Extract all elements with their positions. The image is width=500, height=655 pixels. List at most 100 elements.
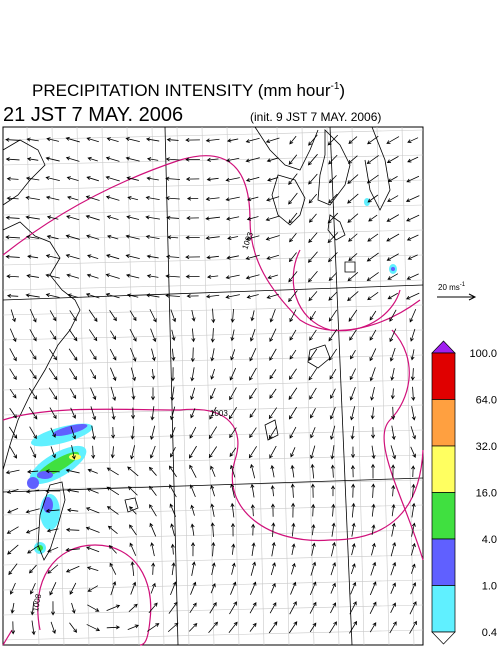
wind-arrow [390, 445, 397, 460]
wind-arrow [386, 233, 400, 242]
wind-arrow [410, 446, 416, 458]
wind-arrow [308, 134, 318, 146]
wind-arrow [165, 196, 180, 201]
wind-arrow [8, 563, 18, 576]
wind-arrow [25, 526, 40, 534]
wind-arrow [148, 602, 158, 614]
wind-arrow [206, 157, 219, 162]
wind-arrow [290, 464, 295, 478]
wind-arrow [270, 582, 276, 594]
wind-arrow [271, 541, 276, 557]
wind-arrow [65, 565, 80, 573]
wind-arrow [85, 526, 100, 533]
wind-arrow [87, 585, 99, 592]
wind-arrow [347, 271, 359, 282]
wind-arrow [225, 177, 240, 182]
wind-arrow [9, 328, 17, 343]
graticule [2, 477, 424, 493]
wind-arrow [310, 463, 315, 479]
wind-arrow [49, 330, 57, 341]
colorbar-segment [431, 585, 456, 633]
wind-arrow [366, 252, 379, 262]
wind-arrow [206, 255, 219, 260]
wind-arrow [230, 308, 235, 323]
wind-arrow [67, 195, 79, 201]
wind-arrow [145, 234, 160, 239]
wind-arrow [328, 193, 338, 204]
wind-arrow [288, 406, 297, 420]
wind-arrow [230, 581, 237, 595]
wind-arrow [288, 192, 298, 205]
grid-line [376, 126, 390, 646]
wind-arrow [186, 216, 199, 221]
wind-arrow [245, 235, 260, 241]
wind-arrow [105, 273, 120, 279]
wind-arrow [49, 349, 58, 361]
wind-arrow [110, 581, 117, 596]
wind-arrow [170, 446, 176, 458]
wind-arrow [186, 294, 199, 299]
wind-arrow [150, 425, 156, 441]
wind-arrow [50, 446, 56, 459]
wind-arrow [91, 425, 96, 441]
wind-arrow [25, 508, 40, 514]
contour-label: 1008 [31, 593, 43, 613]
wind-arrow [129, 328, 137, 342]
wind-arrow [150, 582, 156, 594]
wind-arrow [289, 309, 297, 323]
wind-arrow [350, 349, 356, 360]
wind-arrow [185, 255, 201, 260]
wind-arrow [88, 309, 98, 322]
wind-arrow [389, 347, 396, 362]
title-close: ) [339, 81, 345, 100]
wind-arrow [170, 543, 175, 555]
wind-arrow [170, 406, 176, 421]
wind-arrow [69, 310, 77, 322]
wind-arrow [249, 328, 256, 342]
wind-arrow [351, 483, 356, 498]
wind-arrow [69, 388, 77, 400]
wind-arrow [310, 483, 315, 498]
wind-arrow [170, 309, 177, 323]
title-text: PRECIPITATION INTENSITY (mm hour [32, 81, 331, 100]
wind-arrow [410, 349, 415, 361]
grid-line [2, 279, 424, 291]
wind-arrow [150, 328, 157, 343]
wind-arrow [149, 522, 157, 537]
wind-arrow [369, 622, 377, 633]
coastline [2, 139, 46, 206]
wind-arrow [27, 545, 39, 554]
wind-arrow [65, 253, 80, 260]
wind-arrow [290, 562, 296, 575]
wind-arrow [266, 196, 280, 202]
wind-arrow [327, 232, 339, 244]
wind-arrow [266, 157, 279, 163]
isobar [2, 629, 13, 646]
wind-arrow [410, 426, 417, 440]
colorbar-label: 0.4 [482, 627, 497, 639]
wind-arrow [288, 173, 298, 185]
wind-arrow [26, 137, 39, 142]
wind-arrow [328, 328, 338, 342]
wind-arrow [46, 137, 60, 142]
wind-arrow [45, 195, 60, 201]
wind-arrow [210, 328, 215, 343]
wind-arrow [29, 369, 37, 380]
wind-arrow [205, 235, 220, 240]
wind-arrow [69, 368, 77, 381]
wind-arrow [311, 542, 316, 556]
wind-arrow [210, 503, 215, 517]
wind-arrow [291, 543, 296, 556]
wind-arrow [210, 522, 215, 537]
wind-arrow [310, 427, 316, 439]
wind-arrow [269, 348, 277, 361]
wind-arrow [387, 273, 399, 280]
wind-arrow [145, 195, 160, 201]
wind-arrow [65, 136, 80, 143]
wind-arrow [65, 527, 80, 532]
wind-arrow [171, 348, 176, 362]
wind-arrow [65, 468, 80, 474]
wind-arrow [230, 502, 235, 518]
wind-arrow [28, 564, 37, 574]
wind-arrow [289, 329, 297, 341]
